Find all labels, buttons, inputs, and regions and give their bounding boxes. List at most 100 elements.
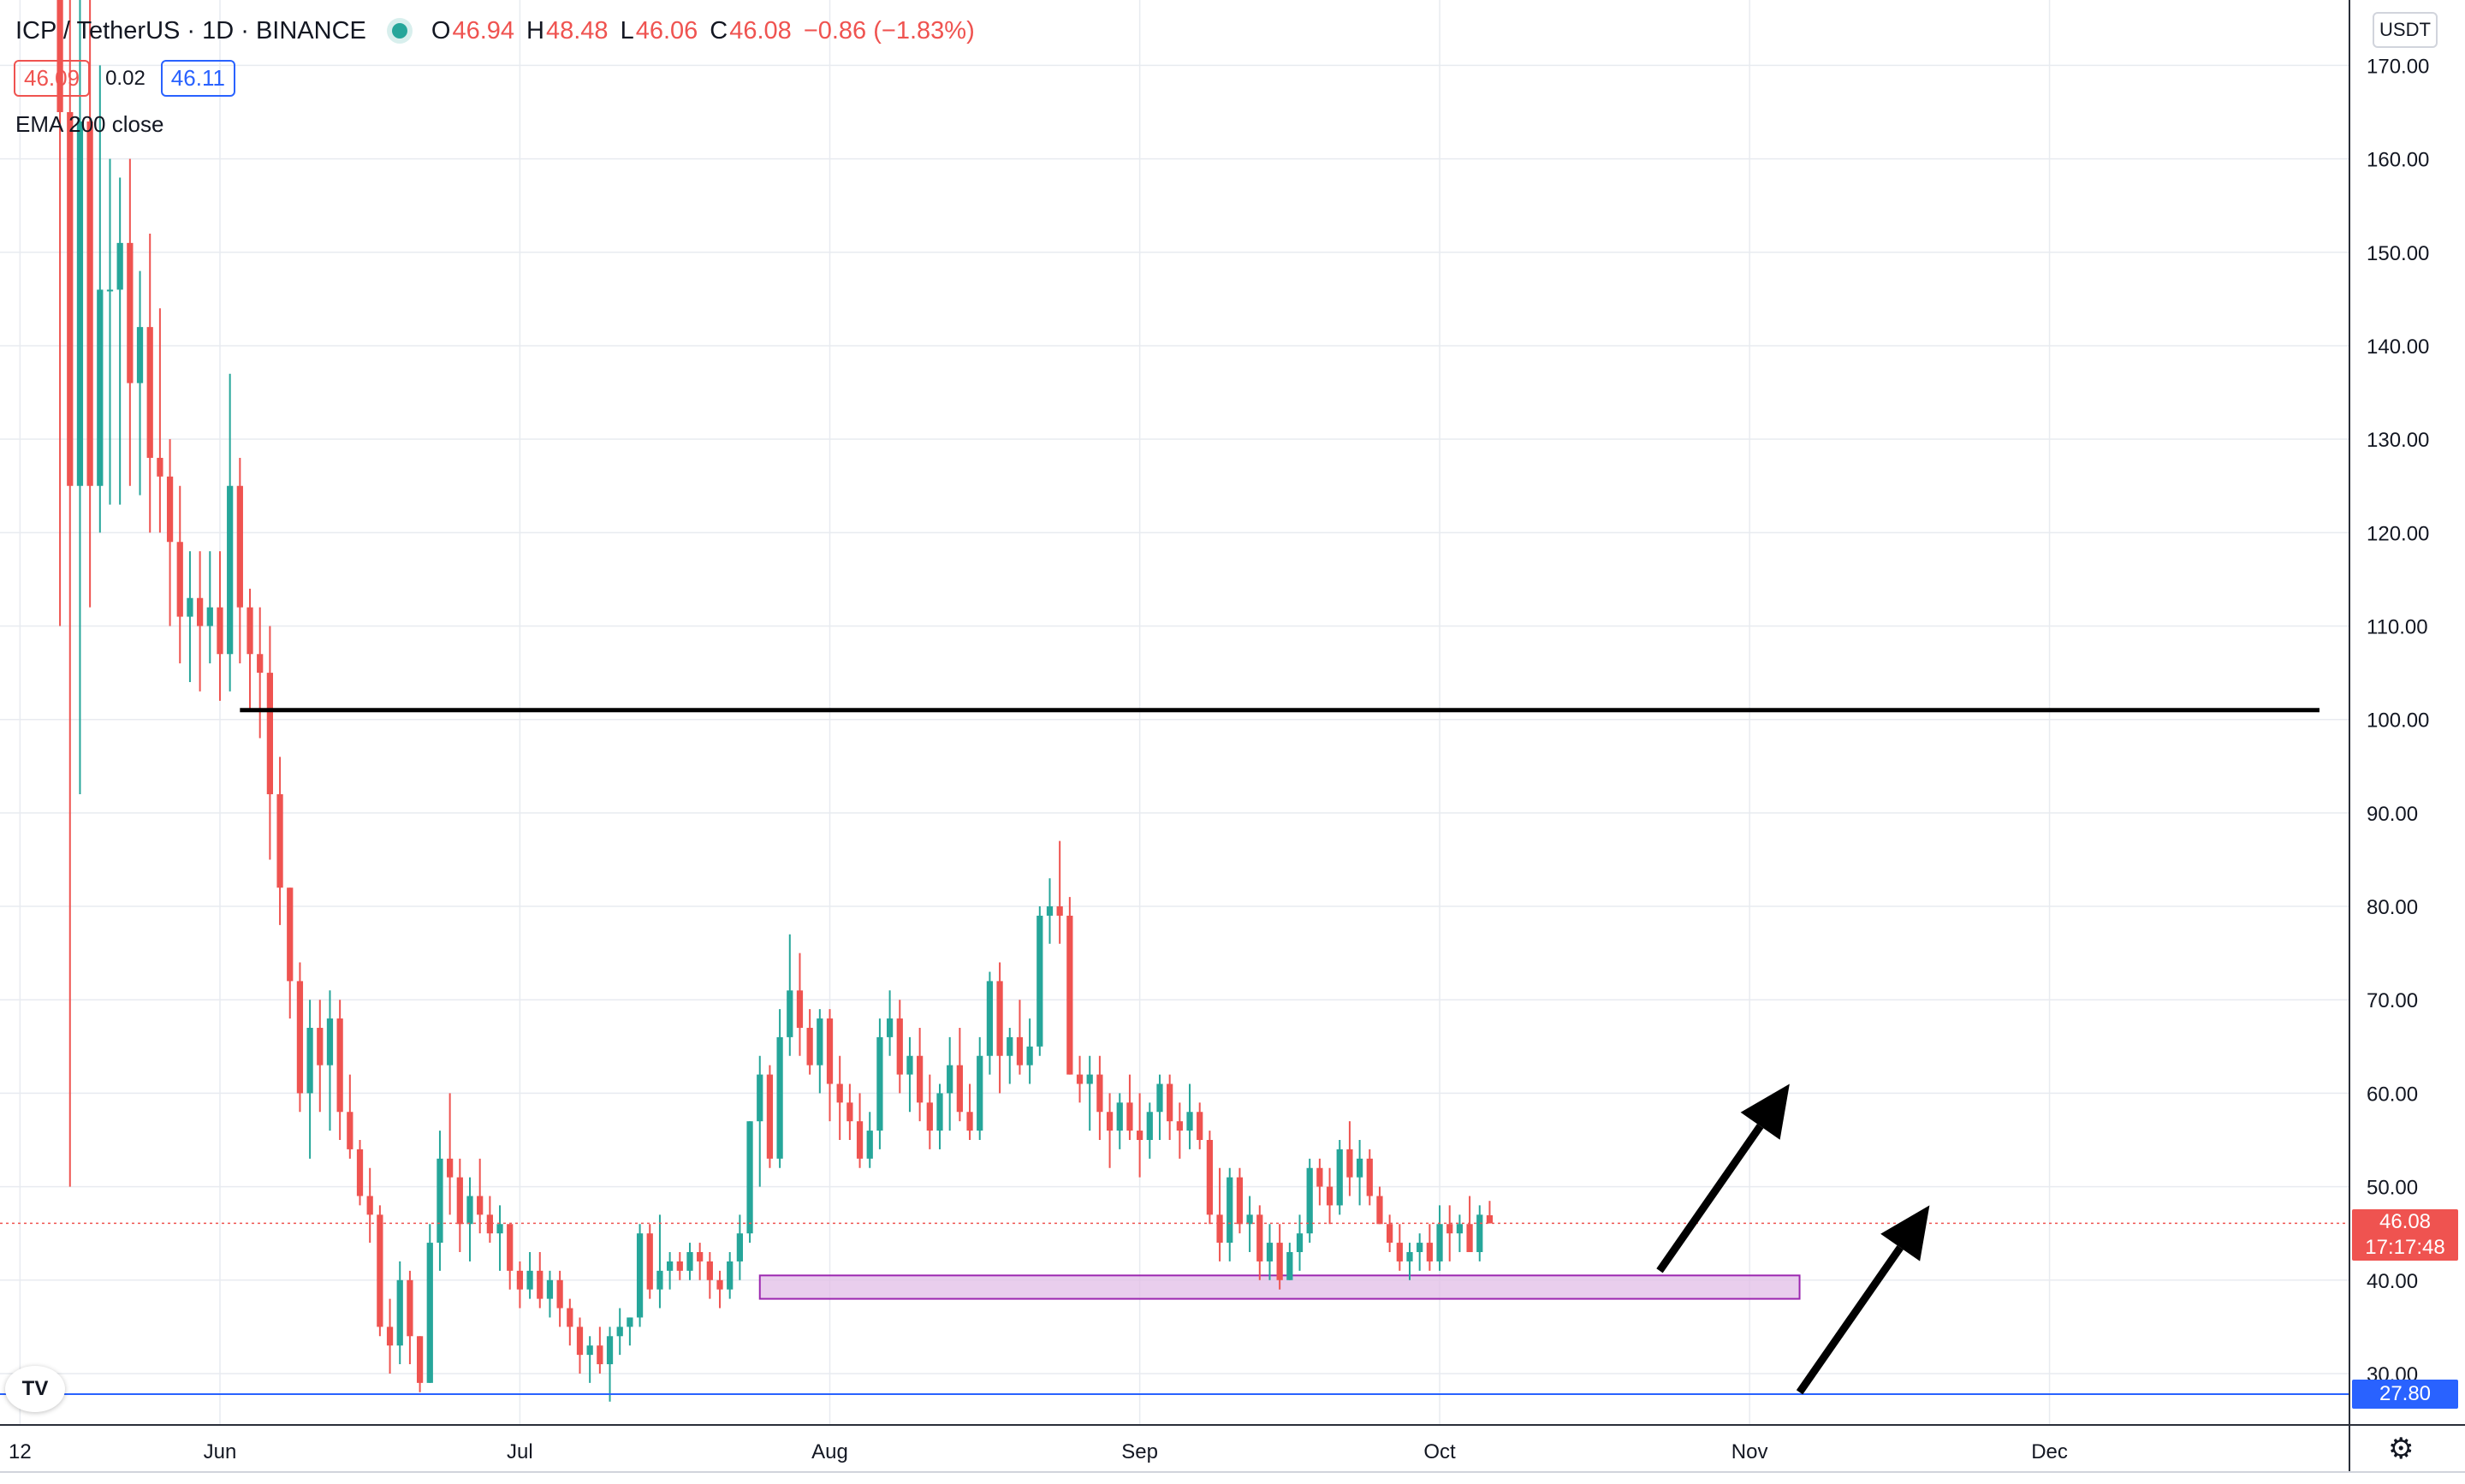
candle [1036, 906, 1043, 1056]
candle-body [1096, 1074, 1103, 1113]
candle [1176, 1102, 1183, 1159]
close-value: 46.08 [729, 16, 792, 45]
candle [356, 1140, 364, 1206]
candle [1227, 1167, 1233, 1261]
candle-body [1246, 1214, 1253, 1225]
candle-body [466, 1196, 473, 1225]
tradingview-logo[interactable]: TV [5, 1366, 65, 1412]
candle-body [1156, 1083, 1163, 1113]
candle [67, 0, 74, 1187]
candle-body [127, 242, 134, 383]
candle-body [447, 1158, 454, 1178]
candle [1236, 1167, 1244, 1234]
annotation-layer [0, 708, 2349, 1395]
arrow-shaft [1796, 1245, 1904, 1395]
candle [1356, 1140, 1363, 1206]
arrow-head [1740, 1083, 1790, 1140]
candle-body [1286, 1252, 1293, 1280]
candle-body [1446, 1224, 1453, 1234]
candle [306, 1000, 313, 1159]
candle [377, 1205, 383, 1337]
candle-body [776, 1036, 783, 1159]
candle-body [806, 1027, 813, 1066]
candle-body [1007, 1036, 1013, 1056]
candle [507, 1224, 514, 1290]
candle [986, 971, 994, 1075]
candle-body [1276, 1243, 1283, 1280]
candle-body [176, 542, 183, 617]
current-price-value: 46.08 [2379, 1210, 2432, 1233]
y-tick-label: 40.00 [2367, 1270, 2418, 1293]
candle [1326, 1167, 1333, 1225]
candle [646, 1224, 653, 1299]
candle [1376, 1186, 1383, 1225]
candle [977, 1036, 983, 1140]
candle [1336, 1140, 1343, 1215]
candle [1216, 1167, 1223, 1261]
sell-price-button[interactable]: 46.09 [14, 60, 91, 97]
y-tick-label: 160.00 [2367, 149, 2429, 172]
candle [416, 1336, 424, 1392]
candle [1276, 1224, 1283, 1290]
candle-body [1456, 1224, 1464, 1234]
candle [1266, 1224, 1274, 1280]
candle-body [666, 1261, 674, 1271]
candle-body [1387, 1224, 1393, 1244]
candle-body [347, 1112, 353, 1149]
candle [586, 1336, 593, 1383]
candle [1146, 1102, 1153, 1159]
candle-body [676, 1261, 683, 1271]
candle-body [1266, 1243, 1274, 1261]
candle [597, 1327, 603, 1374]
candle-body [556, 1279, 563, 1309]
candle [1186, 1083, 1193, 1149]
candle [1197, 1102, 1203, 1149]
candle-body [1376, 1196, 1383, 1225]
candle [996, 962, 1003, 1094]
candle-body [606, 1336, 614, 1365]
candle [396, 1261, 403, 1365]
candle-body [1036, 915, 1043, 1047]
candle [1116, 1093, 1123, 1149]
candle [326, 990, 334, 1131]
candle-body [356, 1149, 364, 1196]
x-tick-label: Jul [507, 1440, 533, 1463]
candle [836, 1055, 843, 1140]
candle [116, 177, 123, 505]
candle [746, 1121, 753, 1244]
candle [866, 1112, 873, 1168]
candle [1156, 1074, 1163, 1140]
currency-button[interactable]: USDT [2373, 12, 2438, 48]
candle [537, 1252, 543, 1309]
candle-body [917, 1055, 924, 1103]
candle [616, 1308, 623, 1356]
market-status-icon [391, 23, 407, 39]
candle-body [507, 1224, 514, 1271]
gear-icon[interactable]: ⚙ [2388, 1433, 2415, 1465]
arrow-head [1880, 1205, 1930, 1261]
candle [627, 1317, 633, 1346]
candle [576, 1317, 584, 1374]
buy-price-button[interactable]: 46.11 [160, 60, 235, 97]
candle-body [866, 1131, 873, 1159]
candle [76, 0, 84, 795]
candle-body [396, 1279, 403, 1346]
candle [1296, 1214, 1304, 1271]
candle [1026, 1018, 1033, 1084]
candle-body [1016, 1036, 1024, 1066]
candle-body [257, 654, 264, 674]
x-tick-label: Jun [204, 1440, 237, 1463]
symbol-title[interactable]: ICP / TetherUS · 1D · BINANCE [15, 16, 366, 45]
candle [1366, 1149, 1373, 1206]
open-value: 46.94 [452, 16, 515, 45]
candle-body [1486, 1214, 1494, 1224]
candle-body [1176, 1121, 1183, 1131]
candle-body [106, 289, 114, 292]
candle [336, 1000, 343, 1140]
candle [676, 1252, 683, 1280]
candle [217, 551, 223, 701]
indicator-legend[interactable]: EMA 200 close [15, 111, 164, 137]
candle [1436, 1205, 1443, 1271]
close-label: C [710, 16, 728, 45]
